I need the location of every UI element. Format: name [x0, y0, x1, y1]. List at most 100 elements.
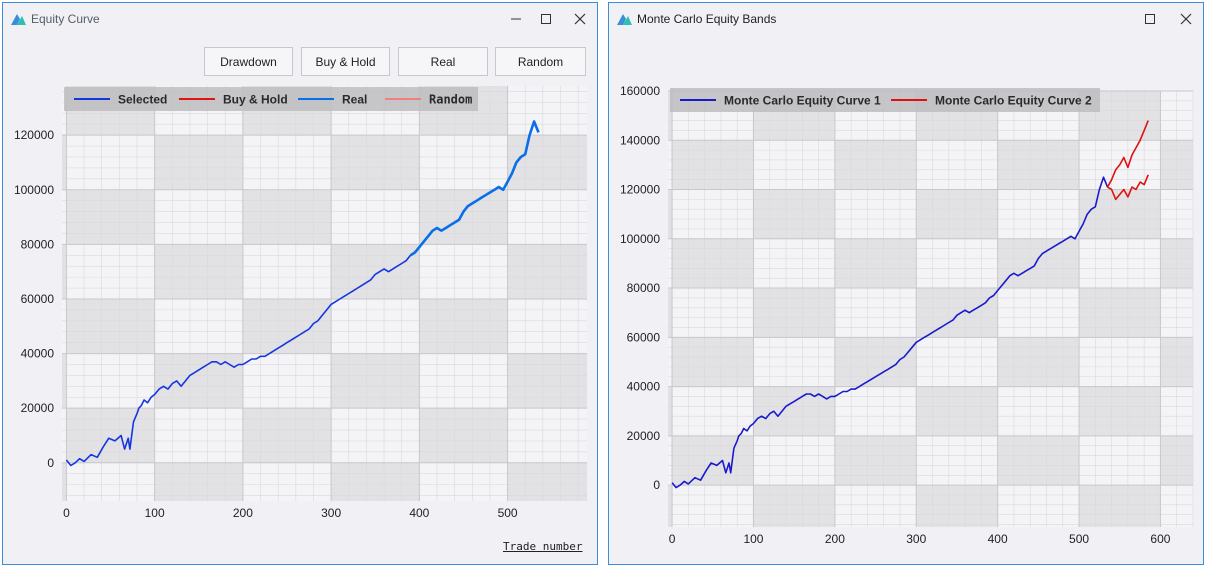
series-line-0: [65, 254, 412, 467]
plot-band: [1079, 485, 1161, 527]
plot-band: [419, 189, 508, 245]
y-tick-label: 100000: [620, 232, 660, 246]
x-tick-label: 0: [669, 532, 676, 546]
x-tick-label: 300: [321, 506, 341, 520]
y-tick-label: 0: [47, 456, 54, 470]
plot-band: [834, 238, 917, 289]
plot-band: [154, 353, 243, 409]
plot-band: [62, 135, 67, 190]
plot-band: [834, 435, 917, 486]
monte-carlo-chart: 0 100 200 300 400 500 600 0 20000 40000 60000 80000…: [620, 84, 1194, 546]
maximize-icon[interactable]: [1139, 8, 1161, 30]
drawdown-button[interactable]: Drawdown: [204, 47, 293, 76]
series-line-1: [1107, 174, 1149, 201]
close-icon[interactable]: [569, 8, 591, 30]
plot-band: [419, 298, 508, 354]
plot-band: [507, 462, 587, 501]
plot-band: [672, 140, 754, 190]
y-tick-label: 140000: [620, 133, 660, 147]
x-tick-label: 200: [825, 532, 845, 546]
y-tick-label: 120000: [14, 128, 54, 142]
plot-band: [753, 485, 835, 527]
buy-hold-button[interactable]: Buy & Hold: [301, 47, 390, 76]
x-tick-label: 400: [409, 506, 429, 520]
plot-band: [62, 244, 67, 299]
x-tick-label: 300: [906, 532, 926, 546]
y-tick-label: 80000: [21, 237, 55, 251]
plot-band: [1079, 189, 1161, 239]
plot-band: [997, 238, 1080, 289]
legend-label-1: Buy & Hold: [223, 93, 288, 107]
x-axis-title: Trade number: [503, 540, 583, 553]
plot-band: [419, 408, 508, 463]
plot-band: [668, 485, 673, 527]
y-tick-label: 120000: [620, 183, 660, 197]
plot-band: [997, 337, 1080, 387]
x-tick-label: 0: [63, 506, 70, 520]
plot-band: [834, 337, 917, 387]
close-icon[interactable]: [1175, 8, 1197, 30]
y-tick-label: 80000: [627, 281, 661, 295]
app-logo-icon: [617, 14, 632, 25]
legend-label-2: Real: [342, 93, 367, 107]
plot-band: [507, 244, 587, 299]
plot-band: [916, 485, 998, 527]
plot-band: [672, 238, 754, 289]
y-tick-label: 60000: [21, 292, 55, 306]
y-tick-label: 20000: [627, 429, 661, 443]
series-line-0: [671, 176, 1109, 489]
plot-band: [672, 435, 754, 486]
plot-band: [331, 244, 420, 299]
plot-band: [66, 189, 155, 245]
plot-band: [1079, 386, 1161, 436]
x-tick-label: 600: [1150, 532, 1170, 546]
plot-band: [154, 244, 243, 299]
legend-label-1: Monte Carlo Equity Curve 2: [935, 94, 1092, 108]
plot-band: [753, 288, 835, 338]
plot-band: [62, 353, 67, 409]
plot-band: [668, 189, 673, 239]
plot-band: [753, 189, 835, 239]
plot-band: [66, 408, 155, 463]
plot-band: [507, 353, 587, 409]
plot-band: [331, 353, 420, 409]
plot-band: [997, 140, 1080, 190]
y-tick-label: 20000: [21, 401, 55, 415]
title-bar: Equity Curve: [3, 3, 597, 35]
y-tick-label: 60000: [627, 330, 661, 344]
plot-band: [62, 462, 67, 501]
x-tick-label: 500: [498, 506, 518, 520]
plot-band: [916, 189, 998, 239]
legend-box: [670, 88, 1100, 112]
plot-band: [668, 288, 673, 338]
monte-carlo-window: Monte Carlo Equity Bands 0 100 200 300 400 50…: [608, 2, 1204, 565]
equity-curve-chart: 0 100 200 300 400 500 0 20000 40000 60000 80000 100…: [14, 86, 587, 520]
x-tick-label: 200: [233, 506, 253, 520]
plot-band: [997, 435, 1080, 486]
y-tick-label: 40000: [627, 380, 661, 394]
plot-band: [916, 386, 998, 436]
plot-band: [668, 386, 673, 436]
plot-band: [331, 135, 420, 190]
window-title: Equity Curve: [31, 12, 100, 26]
plot-band: [331, 462, 420, 501]
x-tick-label: 400: [988, 532, 1008, 546]
plot-band: [672, 337, 754, 387]
plot-band: [66, 298, 155, 354]
plot-band: [242, 298, 332, 354]
plot-band: [834, 140, 917, 190]
y-tick-label: 40000: [21, 347, 55, 361]
plot-band: [154, 135, 243, 190]
legend-label-3: Random: [429, 93, 472, 107]
real-button[interactable]: Real: [398, 47, 488, 76]
y-tick-label: 100000: [14, 183, 54, 197]
plot-band: [1079, 288, 1161, 338]
window-title: Monte Carlo Equity Bands: [637, 12, 777, 26]
minimize-icon[interactable]: [505, 8, 527, 30]
y-tick-label: 160000: [620, 84, 660, 98]
legend-label-0: Selected: [118, 93, 167, 107]
plot-band: [242, 408, 332, 463]
app-logo-icon: [11, 14, 26, 25]
random-button[interactable]: Random: [495, 47, 586, 76]
maximize-icon[interactable]: [535, 8, 557, 30]
